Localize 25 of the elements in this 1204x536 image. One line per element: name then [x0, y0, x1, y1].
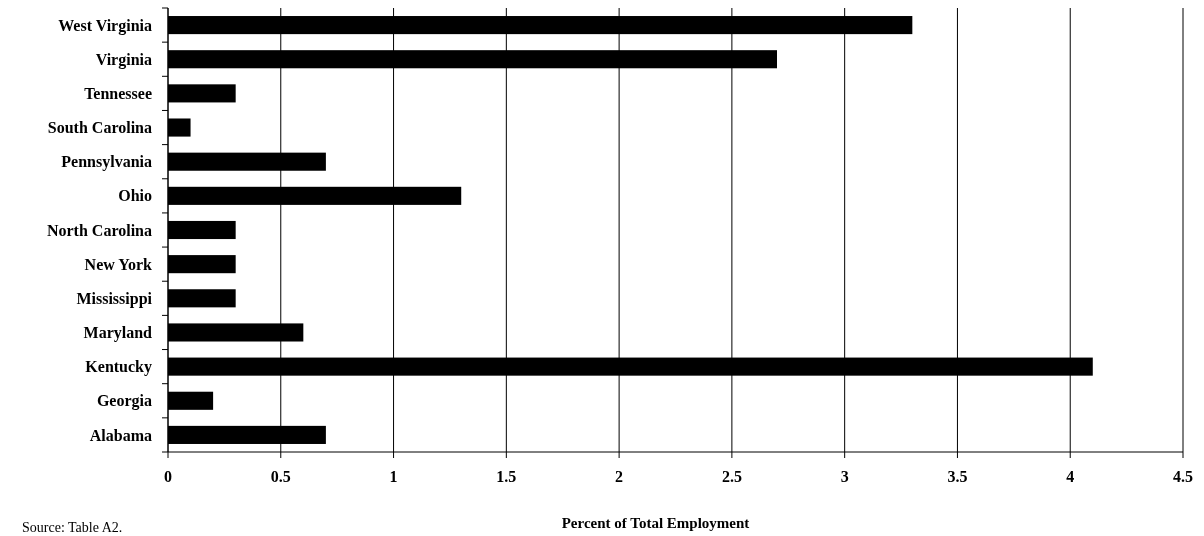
y-tick-label: New York — [84, 255, 153, 273]
y-tick-label: Tennessee — [84, 84, 152, 102]
y-tick-label: Pennsylvania — [61, 153, 152, 172]
x-tick-label: 0 — [164, 468, 172, 485]
y-tick-label: North Carolina — [46, 221, 152, 239]
y-tick-label: South Carolina — [47, 119, 152, 137]
x-tick-label: 1 — [389, 468, 398, 485]
x-tick-label: 4 — [1066, 468, 1075, 485]
x-tick-label: 1.5 — [496, 468, 517, 485]
x-tick-label: 2 — [615, 468, 624, 485]
y-tick-label: Ohio — [118, 187, 152, 205]
x-tick-label: 4.5 — [1173, 468, 1193, 485]
y-tick-label: Alabama — [89, 426, 152, 444]
x-tick-label: 3 — [840, 468, 849, 485]
source-note: Source: Table A2. — [22, 520, 123, 535]
x-tick-label: 0.5 — [270, 468, 291, 485]
y-tick-label: Georgia — [96, 392, 152, 411]
y-tick-label: Virginia — [95, 50, 152, 69]
y-tick-label: Kentucky — [85, 358, 152, 377]
y-tick-label: Mississippi — [76, 289, 153, 308]
x-tick-label: 3.5 — [947, 468, 968, 485]
x-axis-title: Percent of Total Employment — [561, 515, 750, 531]
y-tick-label: Maryland — [83, 324, 153, 343]
y-tick-label: West Virginia — [58, 16, 152, 35]
x-tick-label: 2.5 — [721, 468, 742, 485]
